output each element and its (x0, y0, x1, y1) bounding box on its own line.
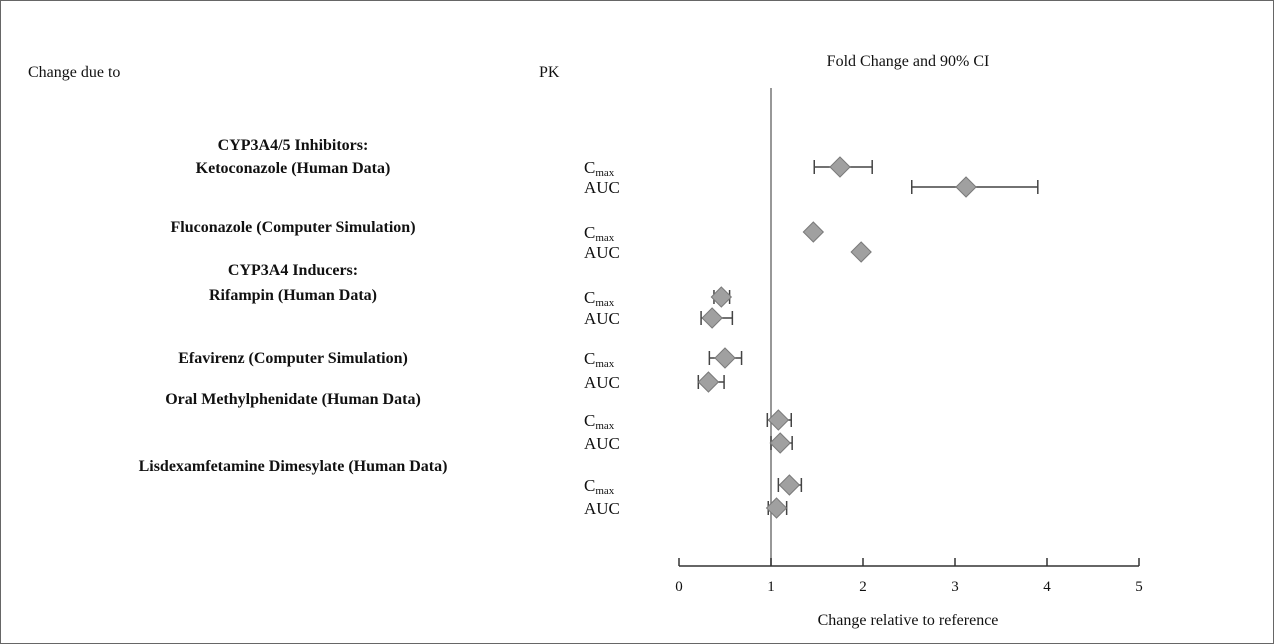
header-fold-change: Fold Change and 90% CI (827, 53, 990, 70)
group-label: Ketoconazole (Human Data) (196, 160, 391, 177)
estimate-marker (802, 221, 825, 243)
pk-label: AUC (584, 309, 620, 328)
estimate-marker (850, 241, 872, 263)
estimate-marker (714, 347, 736, 369)
header-pk: PK (539, 64, 560, 81)
pk-label: AUC (584, 434, 620, 453)
pk-label: Cmax (584, 158, 615, 179)
estimate-marker (829, 156, 851, 178)
pk-label: Cmax (584, 476, 615, 497)
pk-label: AUC (584, 373, 620, 392)
x-tick-label: 5 (1135, 579, 1143, 595)
x-axis: 0 1 2 3 4 5 (675, 88, 1143, 595)
group-label: Lisdexamfetamine Dimesylate (Human Data) (139, 458, 448, 475)
group-labels: CYP3A4/5 Inhibitors: Ketoconazole (Human … (139, 137, 448, 475)
estimate-marker (767, 409, 790, 431)
x-axis-label: Change relative to reference (818, 612, 999, 629)
estimate-marker (710, 286, 733, 308)
group-label: Rifampin (Human Data) (209, 287, 377, 304)
estimate-marker (778, 474, 801, 496)
x-tick-label: 2 (859, 579, 867, 595)
plot-marks (697, 156, 1039, 519)
estimate-marker (769, 432, 791, 454)
x-tick-label: 3 (951, 579, 959, 595)
group-label: CYP3A4 Inducers: (228, 262, 358, 279)
group-label: Fluconazole (Computer Simulation) (170, 219, 415, 236)
estimate-marker (765, 497, 788, 519)
group-label: Oral Methylphenidate (Human Data) (165, 391, 421, 408)
x-tick-label: 0 (675, 579, 683, 595)
pk-label: Cmax (584, 223, 615, 244)
header-change-due-to: Change due to (28, 64, 120, 81)
group-label: CYP3A4/5 Inhibitors: (218, 137, 369, 154)
pk-label: AUC (584, 499, 620, 518)
estimate-marker (955, 176, 977, 198)
pk-label: Cmax (584, 288, 615, 309)
group-label: Efavirenz (Computer Simulation) (178, 350, 408, 367)
pk-label: Cmax (584, 349, 615, 370)
pk-label: AUC (584, 178, 620, 197)
pk-labels: CmaxAUCCmaxAUCCmaxAUCCmaxAUCCmaxAUCCmaxA… (584, 158, 620, 518)
pk-label: Cmax (584, 411, 615, 432)
x-tick-label: 1 (767, 579, 775, 595)
x-tick-label: 4 (1043, 579, 1051, 595)
estimate-marker (701, 307, 723, 329)
pk-label: AUC (584, 243, 620, 262)
estimate-marker (697, 371, 720, 393)
